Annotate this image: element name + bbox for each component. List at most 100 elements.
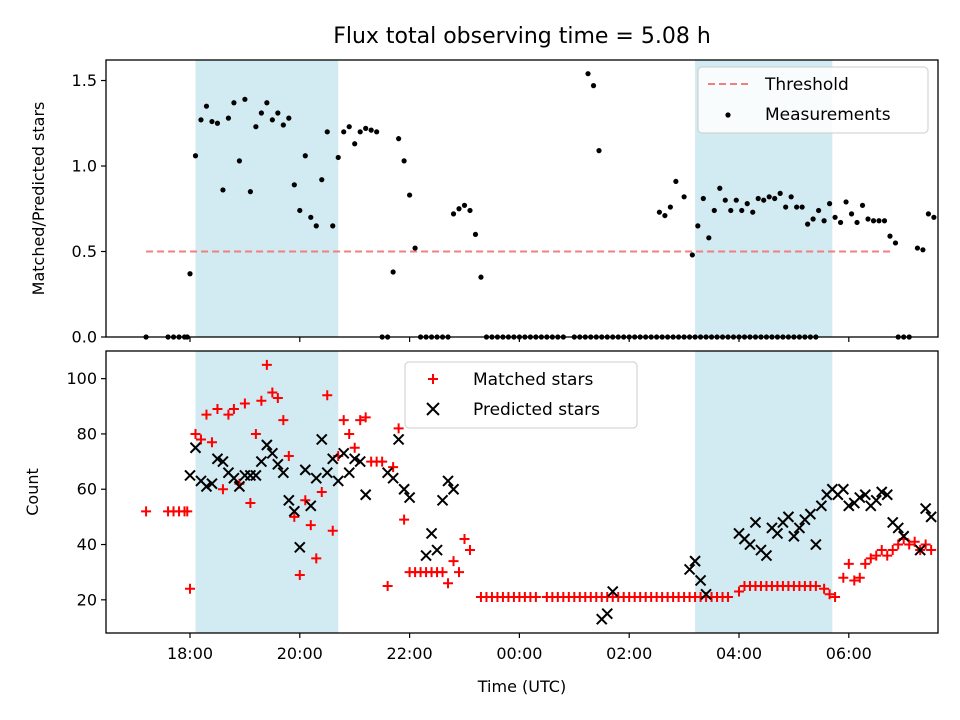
matched-star-point [838, 572, 849, 583]
matched-star-point [843, 558, 854, 569]
y-tick-label: 60 [77, 480, 97, 499]
predicted-star-point [392, 433, 405, 446]
matched-star-point [443, 578, 454, 589]
measurement-point [892, 240, 899, 246]
measurement-point [590, 83, 597, 89]
x-axis-label: Time (UTC) [477, 677, 566, 696]
plot-frame [105, 350, 939, 634]
y-tick-label: 80 [77, 424, 97, 443]
matched-star-point [245, 498, 256, 509]
matched-star-point [212, 404, 223, 415]
measurement-point [467, 207, 473, 214]
x-tick-label: 20:00 [277, 644, 323, 663]
matched-star-point [887, 545, 898, 556]
matched-star-point [322, 390, 333, 401]
predicted-star-point [815, 500, 828, 512]
matched-star-point [278, 415, 289, 426]
predicted-star-point [436, 494, 449, 507]
predicted-star-point [354, 455, 366, 468]
measurement-point [881, 218, 888, 224]
measurement-point [275, 110, 281, 116]
measurement-point [352, 141, 358, 147]
matched-star-point [344, 428, 355, 439]
predicted-star-point [420, 549, 432, 562]
predicted-star-point [925, 511, 937, 523]
legend-box [404, 361, 638, 429]
predicted-star-point [359, 489, 372, 501]
predicted-star-point [425, 527, 438, 540]
measurement-point [876, 218, 882, 224]
measurement-point [744, 201, 750, 207]
measurement-point [269, 117, 275, 123]
legend-predicted-label: Predicted stars [473, 400, 600, 420]
measurement-point [214, 120, 221, 126]
matched-star-point [201, 409, 212, 420]
x-tick-label: 22:00 [387, 644, 433, 663]
x-tick-label: 02:00 [606, 644, 652, 663]
predicted-star-point [387, 472, 399, 484]
measurement-point [374, 129, 380, 135]
predicted-star-point [804, 508, 817, 520]
legend-threshold-label: Threshold [764, 75, 849, 95]
measurement-point [667, 204, 673, 210]
y-tick-label: 20 [77, 590, 97, 609]
matched-star-point [267, 387, 278, 398]
measurement-point [761, 197, 767, 203]
measurement-point [478, 274, 484, 280]
predicted-star-point [398, 483, 410, 495]
legend-top: Threshold Measurements [697, 66, 929, 134]
measurement-point [931, 214, 937, 220]
matched-star-point [810, 581, 821, 591]
measurement-point [788, 194, 794, 200]
measurement-point [887, 233, 893, 239]
matched-star-point [250, 428, 261, 439]
measurement-point [231, 100, 237, 106]
matched-star-point [830, 592, 841, 603]
predicted-star-point [782, 511, 795, 523]
measurement-point [821, 218, 827, 224]
matched-star-point [349, 442, 360, 453]
matched-star-point [382, 581, 393, 591]
measurement-point [363, 125, 369, 131]
matched-star-point [256, 395, 267, 406]
measurement-point [187, 271, 193, 277]
matched-star-point [860, 558, 871, 569]
measurement-point [313, 223, 319, 229]
matched-star-point [141, 506, 152, 517]
matched-star-point [272, 393, 283, 403]
matched-star-point [920, 539, 931, 550]
matched-star-point [723, 592, 734, 603]
measurement-point [247, 189, 253, 195]
series-predicted-stars [184, 433, 937, 625]
measurement-point [396, 136, 402, 142]
matched-star-point [294, 569, 305, 580]
top-panel-ratio-plot: 0.0 0.5 1.0 1.5 Matched/Predicted stars Thres… [29, 59, 939, 347]
matched-star-point [893, 539, 904, 550]
legend-predicted-swatch [426, 402, 440, 416]
matched-star-point [865, 553, 876, 564]
matched-star-point [399, 514, 410, 525]
matched-star-point [300, 495, 311, 506]
predicted-star-point [793, 522, 806, 534]
measurement-point [472, 231, 479, 238]
legend-matched-label: Matched stars [473, 370, 593, 390]
y-tick-label: 100 [66, 369, 97, 388]
predicted-star-point [771, 527, 784, 540]
matched-star-point [377, 456, 388, 467]
matched-star-point [926, 545, 937, 556]
measurement-point [689, 252, 695, 258]
predicted-star-point [914, 544, 926, 556]
predicted-star-point [233, 480, 246, 493]
measurement-point [209, 118, 215, 125]
predicted-star-point [431, 544, 443, 556]
measurement-point [799, 204, 805, 210]
measurement-point [920, 247, 926, 253]
measurement-point [662, 212, 668, 219]
predicted-star-point [184, 469, 196, 482]
predicted-star-point [694, 574, 707, 587]
predicted-star-point [601, 607, 613, 620]
measurement-point [865, 216, 871, 222]
predicted-star-point [442, 475, 454, 487]
measurement-point [456, 206, 462, 212]
